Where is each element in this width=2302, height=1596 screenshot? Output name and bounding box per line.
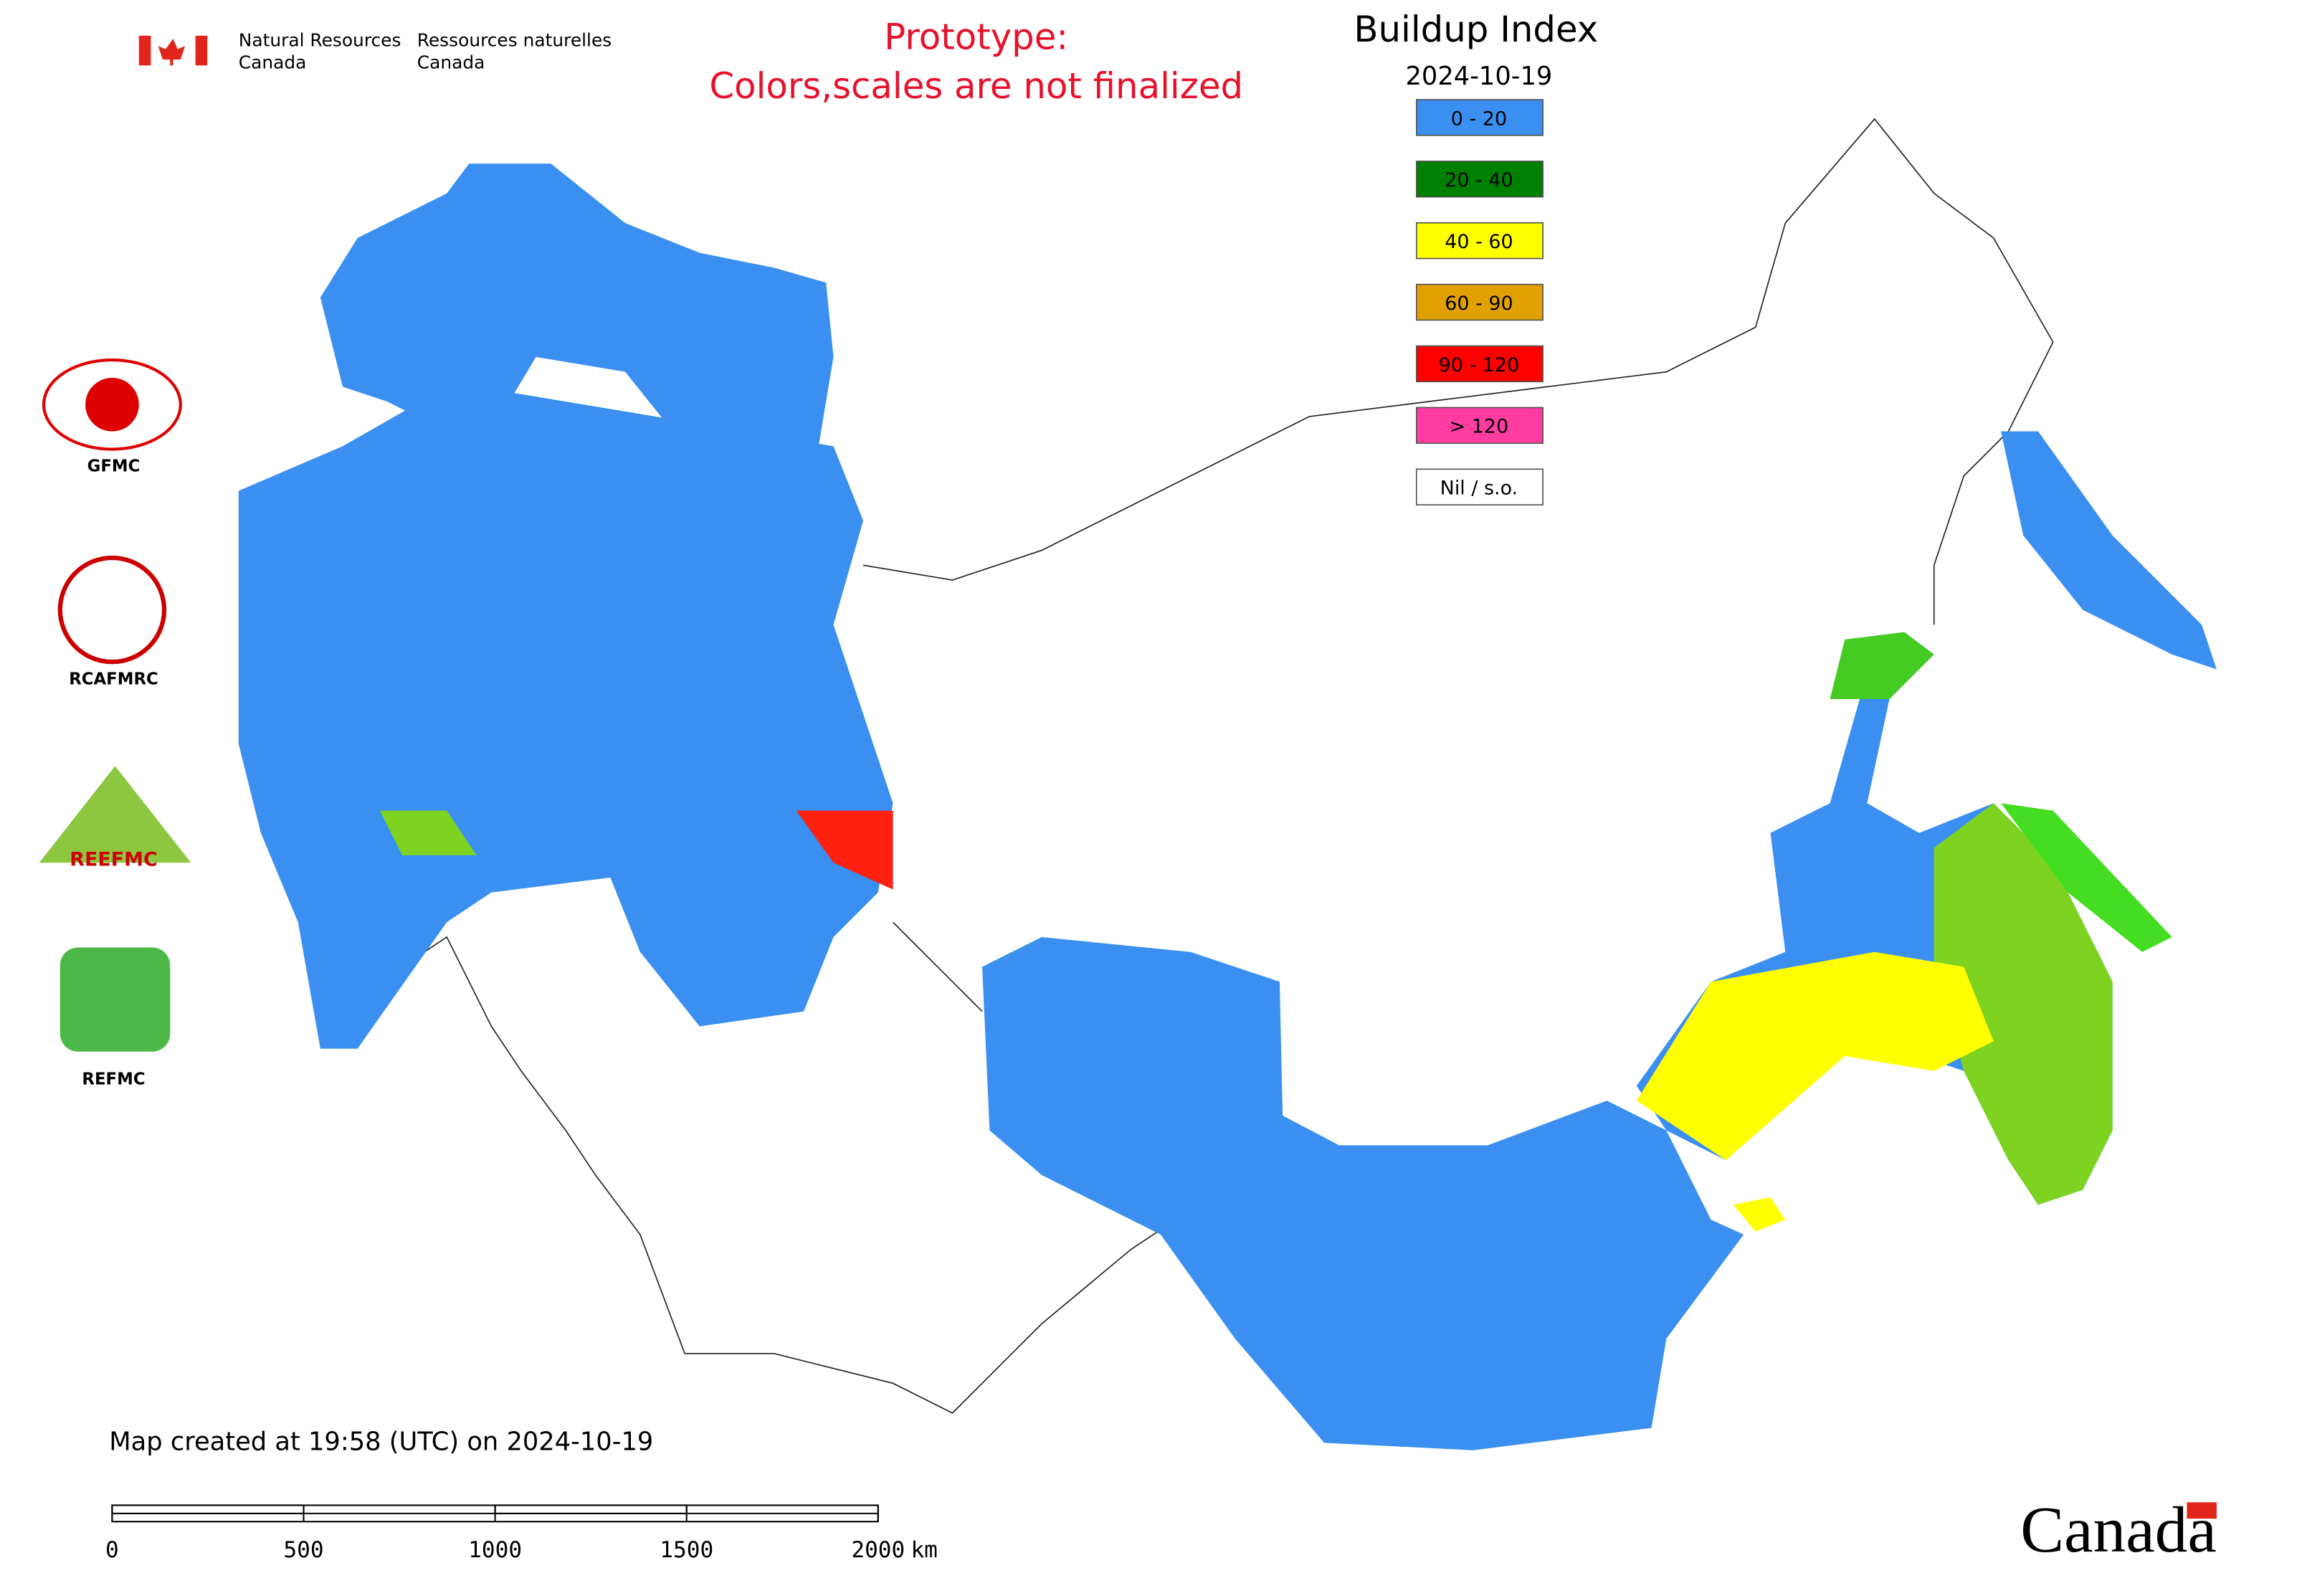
legend-title: Buildup Index (1354, 9, 1598, 50)
land-region (1830, 632, 1934, 700)
logo-label: REEFMC (70, 848, 158, 870)
logo-art (85, 377, 139, 432)
legend-label: 20 - 40 (1445, 169, 1513, 191)
border-line (401, 936, 1176, 1414)
legend-swatch (1415, 161, 1544, 198)
logo-label: RCAFMRC (69, 670, 158, 688)
legend-label: 60 - 90 (1445, 293, 1513, 315)
logo-art (42, 358, 182, 451)
scale-label: 2000 (851, 1537, 905, 1563)
department-en: Canada (239, 52, 307, 72)
government-header: Natural Resources Canada Ressources natu… (138, 29, 612, 72)
flag-bar (195, 35, 208, 66)
land-region (2001, 431, 2217, 670)
department-fr: Canada (417, 52, 485, 72)
legend-label: Nil / s.o. (1440, 478, 1518, 500)
wordmark-flag (2187, 1502, 2217, 1519)
land-region (238, 386, 893, 1049)
scale-label: 1000 (468, 1537, 522, 1563)
logo-art (39, 766, 191, 863)
land-region (982, 936, 1744, 1450)
logo-art (60, 947, 171, 1052)
logo-art (57, 555, 167, 665)
logo-label: REFMC (82, 1070, 145, 1088)
scale-segment (494, 1504, 688, 1514)
legend-label: 90 - 120 (1439, 354, 1520, 376)
legend-date: 2024-10-19 (1406, 62, 1553, 91)
scale-segment (111, 1504, 305, 1514)
legend: Buildup Index 2024-10-19 0 - 20 20 - 40 40… (1354, 9, 1598, 505)
legend-swatch (1415, 407, 1544, 445)
legend-label: 0 - 20 (1451, 108, 1507, 130)
notice: Colors,scales are not finalized (709, 65, 1243, 107)
legend-swatch (1415, 345, 1544, 383)
legend-label: > 120 (1450, 416, 1509, 438)
scale-unit: km (910, 1537, 937, 1563)
maple-leaf (158, 38, 186, 66)
land-region (796, 810, 893, 890)
scale-label: 500 (283, 1537, 323, 1563)
scale-label: 1500 (660, 1537, 713, 1563)
legend-swatch (1415, 222, 1544, 260)
land-region (379, 810, 477, 855)
legend-swatch (1415, 99, 1544, 136)
scale-label: 0 (105, 1537, 119, 1563)
map-area (238, 118, 2217, 1450)
land-region (1636, 951, 1994, 1161)
flag-bar (138, 35, 151, 66)
land-region (1733, 1197, 1786, 1232)
partner-logos: GFMC RCAFMRC REEFMC REFMC (39, 358, 191, 1088)
scale-bar: 0 500 1000 1500 2000 km (105, 1504, 938, 1563)
land-region (1934, 803, 2113, 1205)
department-en: Natural Resources (239, 29, 401, 50)
department-fr: Ressources naturelles (417, 29, 612, 50)
map-created: Map created at 19:58 (UTC) on 2024-10-19 (109, 1428, 653, 1457)
land-region (2001, 803, 2172, 952)
canada-wordmark: Canada (2020, 1493, 2217, 1566)
legend-label: 40 - 60 (1445, 231, 1513, 253)
land-region (320, 163, 834, 476)
logo-label: GFMC (87, 457, 141, 476)
notice: Prototype: (884, 16, 1068, 57)
legend-swatch (1415, 468, 1544, 505)
border-line (892, 921, 983, 1012)
legend-swatch (1415, 283, 1544, 321)
